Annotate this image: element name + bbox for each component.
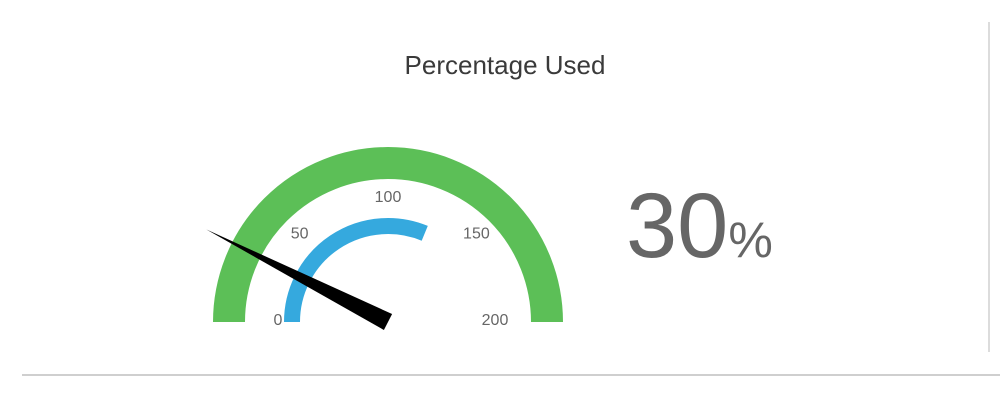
value-readout: 30%	[626, 176, 773, 276]
gauge-needle	[206, 229, 393, 330]
gauge-outer-band	[213, 147, 563, 323]
readout-value: 30	[626, 175, 729, 277]
horizontal-divider	[22, 374, 1000, 376]
tick-label-200: 200	[482, 312, 509, 329]
tick-label-150: 150	[463, 226, 490, 243]
gauge-inner-band	[284, 218, 428, 323]
readout-unit: %	[728, 212, 773, 268]
tick-label-100: 100	[375, 189, 402, 206]
vertical-divider	[988, 22, 990, 352]
gauge-tick-labels: 0 50 100 150 200	[274, 189, 509, 329]
tick-label-0: 0	[274, 312, 283, 329]
tick-label-50: 50	[291, 226, 309, 243]
panel-title: Percentage Used	[404, 50, 606, 80]
